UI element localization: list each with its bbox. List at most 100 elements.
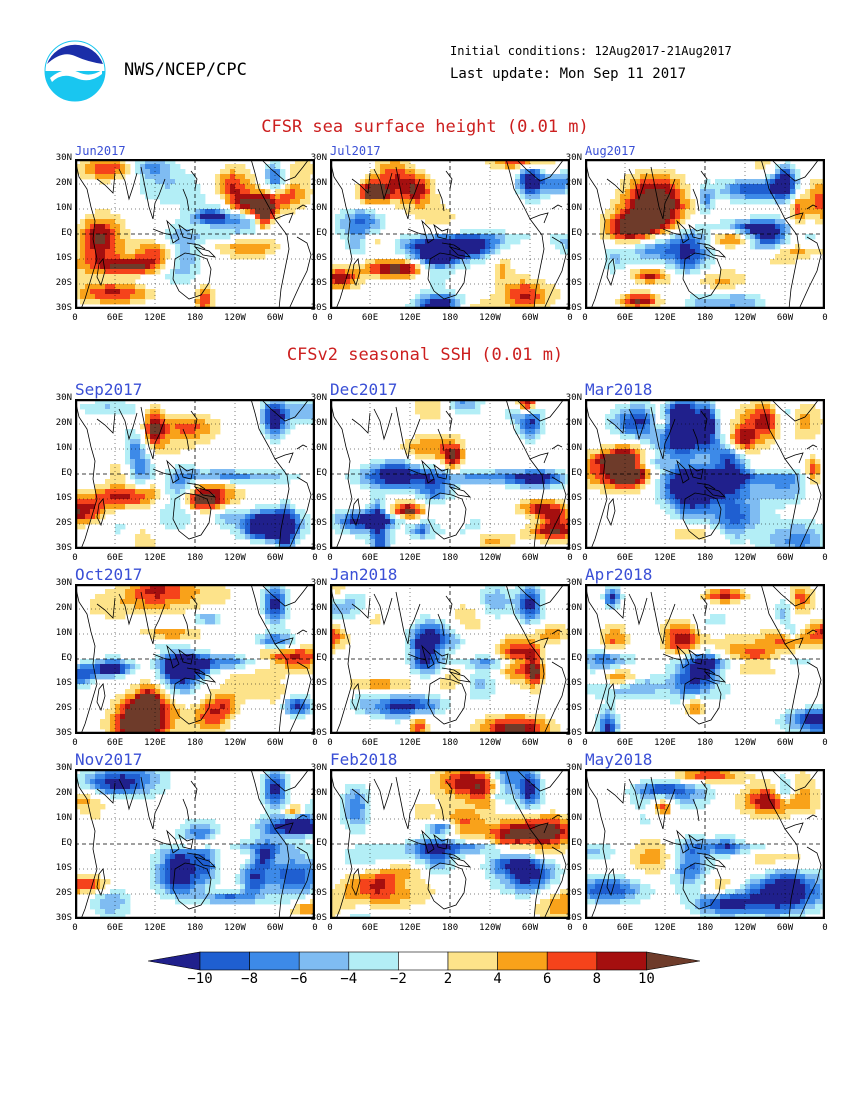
longitude-label: 60E <box>106 923 124 933</box>
colorbar-label: 4 <box>493 971 502 987</box>
latitude-label: 10S <box>310 863 327 873</box>
latitude-label: EQ <box>316 228 327 238</box>
latitude-label: 30S <box>55 543 72 553</box>
latitude-label: 20S <box>565 888 582 898</box>
ssh-map <box>330 769 570 919</box>
longitude-label: 0 <box>312 553 318 563</box>
map-panel: Jan2018 30N 20N 10N EQ 10S 20S 30S 0 60E 120E 180 12… <box>311 565 573 748</box>
longitude-label: 120W <box>734 313 756 323</box>
longitude-label: 60E <box>616 553 634 563</box>
colorbar-swatch <box>646 951 700 971</box>
panel-month-title: Nov2017 <box>75 750 143 769</box>
latitude-label: 10N <box>565 203 582 213</box>
svg-text:noaa: noaa <box>63 59 87 70</box>
latitude-label: 20N <box>565 788 582 798</box>
longitude-label: 60E <box>361 923 379 933</box>
latitude-label: 30N <box>55 393 72 403</box>
longitude-label: 0 <box>327 313 333 323</box>
longitude-label: 120E <box>144 553 166 563</box>
longitude-label: 180 <box>186 923 204 933</box>
longitude-label: 120W <box>734 923 756 933</box>
longitude-label: 0 <box>582 553 588 563</box>
longitude-label: 0 <box>72 553 78 563</box>
panel-month-title: Oct2017 <box>75 565 143 584</box>
panel-month-title: Aug2017 <box>585 144 636 158</box>
longitude-label: 120W <box>224 923 246 933</box>
latitude-label: 10S <box>55 253 72 263</box>
latitude-label: 20S <box>565 703 582 713</box>
colorbar-swatch <box>546 951 598 971</box>
longitude-label: 120E <box>654 738 676 748</box>
latitude-label: 20N <box>310 178 327 188</box>
colorbar-label: 6 <box>542 971 552 987</box>
colorbar-label: −8 <box>241 971 259 987</box>
colorbar-swatch <box>348 951 399 971</box>
longitude-label: 60W <box>521 553 539 563</box>
latitude-label: 10S <box>565 863 582 873</box>
map-panel: Oct2017 30N 20N 10N EQ 10S 20S 30S 0 60E 120E 180 12… <box>56 565 318 748</box>
longitude-label: 60W <box>266 313 284 323</box>
longitude-label: 120E <box>144 738 166 748</box>
latitude-label: 20S <box>55 518 72 528</box>
colorbar-label: −2 <box>389 971 407 987</box>
longitude-label: 0 <box>822 553 828 563</box>
colorbar-swatch <box>497 951 548 971</box>
longitude-label: 0 <box>72 313 78 323</box>
longitude-label: 0 <box>567 313 573 323</box>
latitude-label: 10N <box>565 443 582 453</box>
latitude-label: 10N <box>565 813 582 823</box>
colorbar-label: −4 <box>340 971 358 987</box>
latitude-label: 10S <box>565 678 582 688</box>
longitude-label: 60W <box>266 923 284 933</box>
longitude-label: 60E <box>106 313 124 323</box>
latitude-label: 20N <box>565 603 582 613</box>
longitude-label: 180 <box>441 553 459 563</box>
latitude-label: 30S <box>310 303 327 313</box>
longitude-label: 0 <box>822 313 828 323</box>
noaa-logo: noaa <box>44 40 106 102</box>
panel-month-title: Dec2017 <box>330 380 398 399</box>
colorbar-swatch <box>148 951 201 971</box>
latitude-label: 20N <box>55 418 72 428</box>
map-panel: Dec2017 30N 20N 10N EQ 10S 20S 30S 0 60E 120E 180 12… <box>311 380 573 563</box>
last-update: Last update: Mon Sep 11 2017 <box>450 66 687 82</box>
map-panel: Apr2018 30N 20N 10N EQ 10S 20S 30S 0 60E 120E 180 12… <box>566 565 828 748</box>
longitude-label: 60W <box>776 313 794 323</box>
colorbar-swatch <box>596 951 647 971</box>
latitude-label: 10N <box>55 813 72 823</box>
longitude-label: 180 <box>186 313 204 323</box>
longitude-label: 60W <box>776 553 794 563</box>
latitude-label: 20N <box>310 603 327 613</box>
longitude-label: 60W <box>266 738 284 748</box>
longitude-label: 0 <box>822 923 828 933</box>
colorbar-label: −10 <box>187 971 213 987</box>
latitude-label: 30S <box>310 543 327 553</box>
ssh-map <box>330 159 570 309</box>
latitude-label: EQ <box>571 468 582 478</box>
longitude-label: 60W <box>266 553 284 563</box>
longitude-label: 60W <box>776 923 794 933</box>
ssh-map <box>330 584 570 734</box>
latitude-label: 10N <box>55 443 72 453</box>
latitude-label: 10S <box>55 678 72 688</box>
longitude-label: 60E <box>106 738 124 748</box>
colorbar-label: −6 <box>290 971 308 987</box>
longitude-label: 0 <box>567 738 573 748</box>
longitude-label: 60E <box>361 313 379 323</box>
org-name: NWS/NCEP/CPC <box>124 60 247 80</box>
latitude-label: 30N <box>565 393 582 403</box>
latitude-label: 20S <box>310 278 327 288</box>
longitude-label: 0 <box>327 553 333 563</box>
longitude-label: 120W <box>479 738 501 748</box>
map-panel: Mar2018 30N 20N 10N EQ 10S 20S 30S 0 60E 120E 180 12… <box>566 380 828 563</box>
latitude-label: EQ <box>571 653 582 663</box>
longitude-label: 120E <box>399 738 421 748</box>
latitude-label: 20N <box>310 418 327 428</box>
latitude-label: 20N <box>55 788 72 798</box>
longitude-label: 0 <box>312 923 318 933</box>
panel-month-title: Feb2018 <box>330 750 398 769</box>
longitude-label: 0 <box>72 738 78 748</box>
map-panel: Sep2017 30N 20N 10N EQ 10S 20S 30S 0 60E 120E 180 12… <box>56 380 318 563</box>
initial-conditions: Initial conditions: 12Aug2017-21Aug2017 <box>450 44 732 58</box>
latitude-label: 10S <box>55 493 72 503</box>
